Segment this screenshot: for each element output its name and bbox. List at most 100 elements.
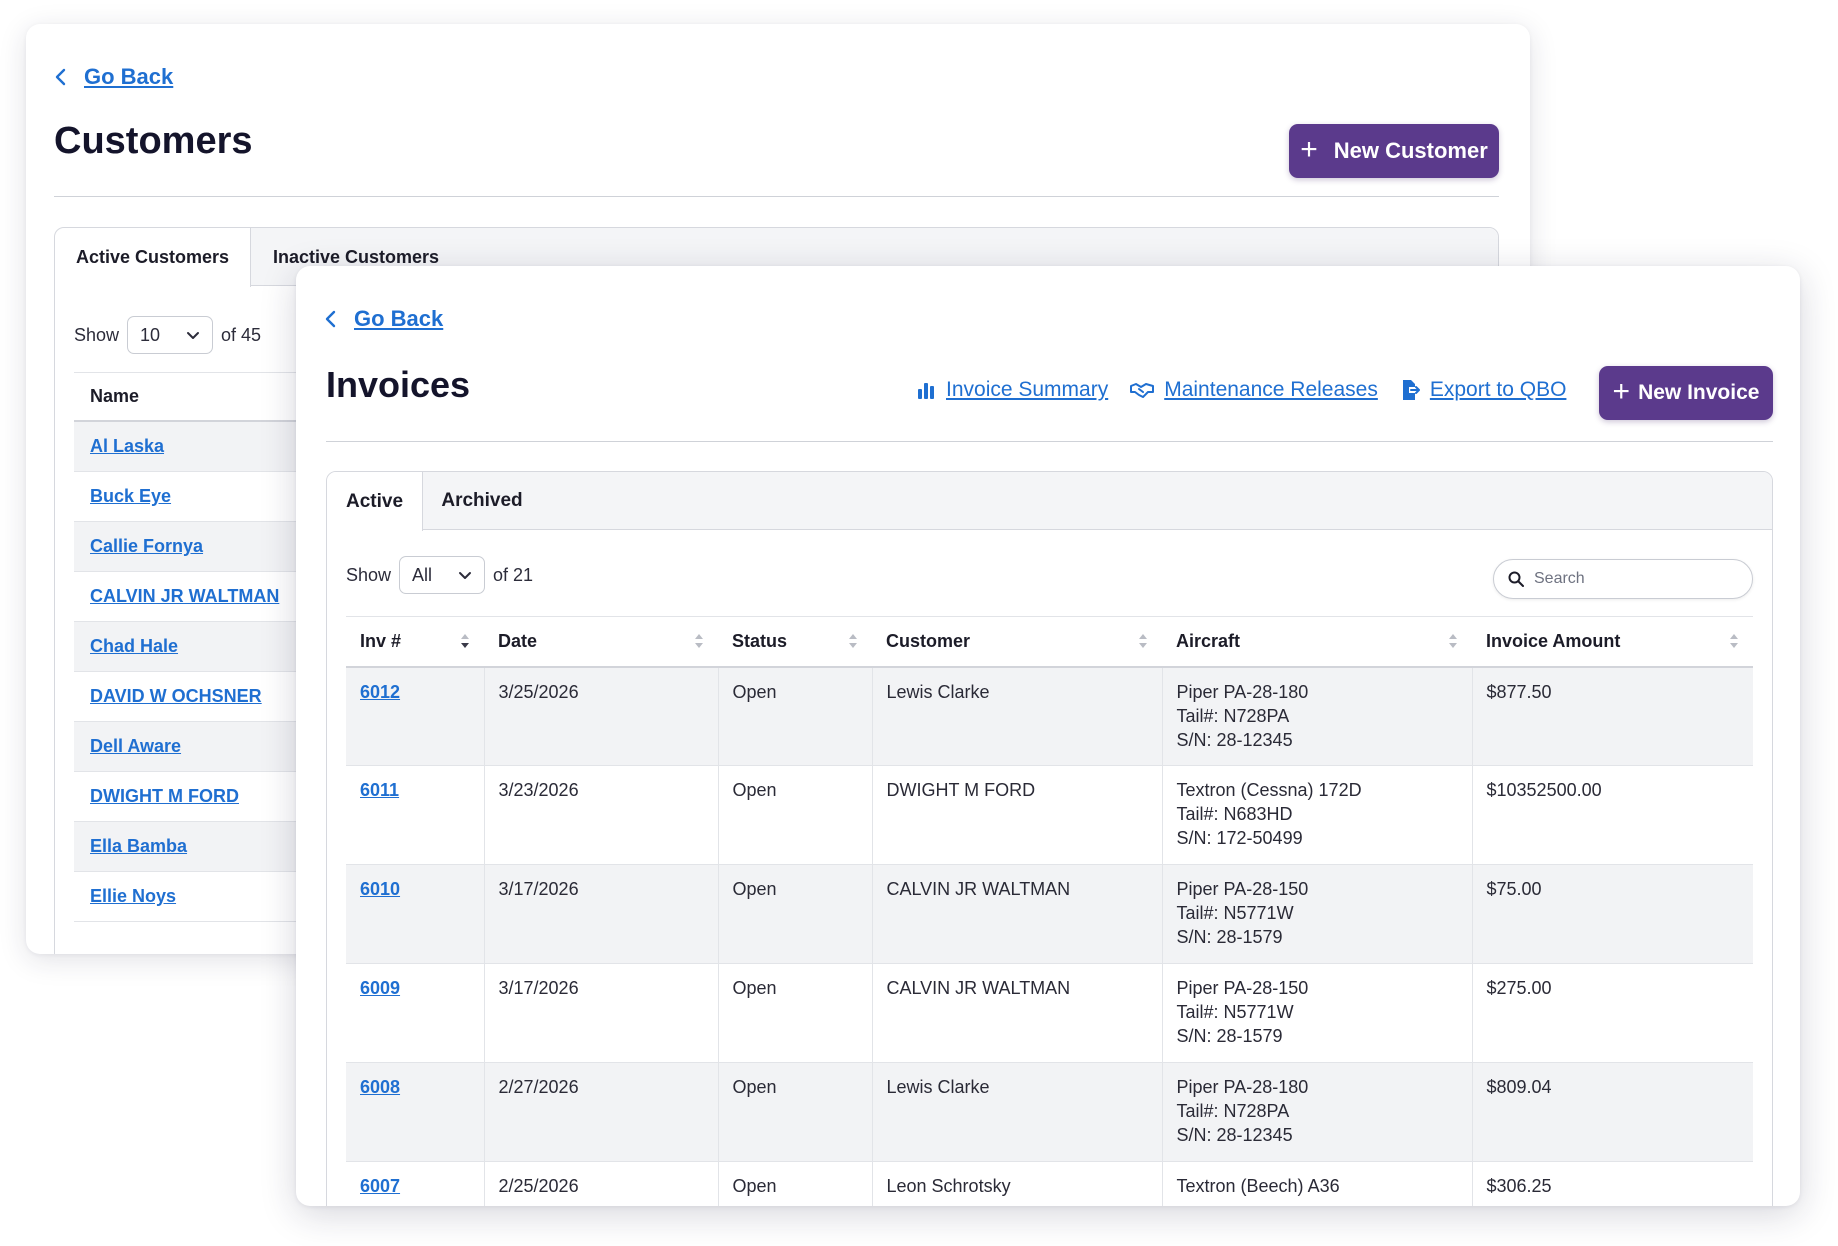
search-placeholder: Search [1534, 570, 1585, 587]
maintenance-releases-action[interactable]: Maintenance Releases [1130, 378, 1378, 402]
cell-date: 3/23/2026 [483, 765, 718, 865]
cell-customer: Lewis Clarke [871, 666, 1162, 766]
sort-icon[interactable] [1448, 632, 1458, 650]
invoice-summary-action[interactable]: Invoice Summary [916, 378, 1108, 402]
cell-status: Open [717, 963, 872, 1063]
plus-icon: + [1300, 132, 1318, 166]
new-invoice-button[interactable]: + New Invoice [1599, 366, 1773, 420]
aircraft-serial: S/N: 28-12345 [1176, 1125, 1293, 1145]
chevron-left-icon [325, 310, 336, 328]
cell-date: 3/25/2026 [483, 666, 718, 766]
cell-date: 2/25/2026 [483, 1161, 718, 1206]
aircraft-serial: S/N: 172-50499 [1176, 828, 1303, 848]
invoice-number-link[interactable]: 6011 [360, 780, 400, 800]
cell-amount: $809.04 [1471, 1062, 1753, 1162]
invoice-number-link[interactable]: 6009 [360, 978, 401, 998]
cell-aircraft: Piper PA-28-150 Tail#: N5771W S/N: 28-1579 [1161, 864, 1472, 964]
cell-inv: 6009 [346, 963, 484, 1063]
cell-status: Open [717, 1161, 872, 1206]
column-label: Status [732, 630, 788, 651]
tab-archived[interactable]: Archived [441, 490, 523, 511]
cell-date: 3/17/2026 [483, 963, 718, 1063]
invoices-card: Go Back Invoices Invoice Summary Mainten… [296, 266, 1800, 1206]
invoice-number-link[interactable]: 6007 [360, 1176, 401, 1196]
bar-chart-icon [918, 383, 934, 399]
customer-link[interactable]: Chad Hale [90, 636, 179, 656]
invoices-go-back[interactable]: Go Back [324, 306, 443, 332]
aircraft-model: Textron (Cessna) 172D [1176, 780, 1362, 800]
customer-link[interactable]: Dell Aware [90, 736, 182, 756]
invoice-number-link[interactable]: 6010 [360, 879, 401, 899]
tab-active-customers[interactable]: Active Customers [55, 228, 251, 287]
customers-go-back[interactable]: Go Back [54, 64, 173, 90]
invoice-number-link[interactable]: 6012 [360, 681, 401, 702]
new-customer-label: New Customer [1333, 138, 1488, 163]
aircraft-tail: Tail#: N728PA [1176, 1101, 1290, 1121]
aircraft-model: Textron (Beech) A36 [1176, 1176, 1340, 1196]
customer-link[interactable]: Al Laska [90, 436, 165, 456]
column-label: Inv # [360, 630, 402, 651]
sort-icon[interactable] [694, 632, 704, 650]
column-label: Date [498, 630, 538, 651]
new-customer-button[interactable]: + New Customer [1289, 124, 1499, 178]
page-size-value: All [412, 564, 433, 585]
customers-page-size: Show 10 of 45 [74, 316, 261, 354]
go-back-link[interactable]: Go Back [84, 64, 174, 89]
sort-icon[interactable] [1138, 632, 1148, 650]
column-header-date[interactable]: Date [484, 616, 718, 668]
cell-customer: DWIGHT M FORD [871, 765, 1162, 865]
cell-aircraft: Textron (Beech) A36 [1161, 1161, 1472, 1206]
search-input[interactable]: Search [1493, 559, 1753, 599]
page-title: Customers [54, 120, 253, 162]
cell-status: Open [717, 1062, 872, 1162]
divider [326, 441, 1773, 442]
sort-icon[interactable] [1729, 632, 1739, 650]
go-back-link[interactable]: Go Back [354, 306, 444, 331]
column-header-inv[interactable]: Inv # [346, 616, 484, 668]
page-size-select[interactable]: 10 [127, 316, 214, 354]
customer-link[interactable]: Callie Fornya [90, 536, 204, 556]
divider [54, 196, 1499, 197]
cell-customer: CALVIN JR WALTMAN [871, 963, 1162, 1063]
maintenance-releases-link[interactable]: Maintenance Releases [1164, 378, 1378, 401]
export-qbo-action[interactable]: Export to QBO [1400, 378, 1567, 402]
cell-date: 2/27/2026 [483, 1062, 718, 1162]
chevron-down-icon [187, 332, 200, 339]
cell-aircraft: Piper PA-28-180 Tail#: N728PA S/N: 28-1234… [1161, 666, 1472, 766]
tab-inactive-customers[interactable]: Inactive Customers [272, 246, 440, 267]
customer-link[interactable]: DAVID W OCHSNER [90, 686, 262, 706]
column-header-customer[interactable]: Customer [872, 616, 1162, 668]
aircraft-tail: Tail#: N5771W [1176, 903, 1294, 923]
cell-customer: Lewis Clarke [871, 1062, 1162, 1162]
customer-link[interactable]: DWIGHT M FORD [90, 786, 239, 806]
invoices-tabs: Active Archived [327, 472, 1772, 531]
cell-customer: CALVIN JR WALTMAN [871, 864, 1162, 964]
invoice-summary-link[interactable]: Invoice Summary [946, 378, 1109, 401]
invoices-page-size: Show All of 21 [346, 556, 533, 594]
invoice-number-link[interactable]: 6008 [360, 1077, 401, 1097]
sort-icon[interactable] [848, 632, 858, 650]
sort-icon[interactable] [460, 632, 470, 650]
aircraft-tail: Tail#: N683HD [1176, 804, 1293, 824]
page-size-select[interactable]: All [399, 556, 486, 594]
customer-link[interactable]: Buck Eye [90, 486, 172, 506]
column-header-status[interactable]: Status [718, 616, 872, 668]
column-header-amount[interactable]: Invoice Amount [1472, 616, 1753, 668]
aircraft-model: Piper PA-28-180 [1176, 681, 1309, 702]
table-row: 6009 3/17/2026 Open CALVIN JR WALTMAN Pi… [346, 963, 1753, 1063]
column-header-aircraft[interactable]: Aircraft [1162, 616, 1472, 668]
invoices-table-body: 6012 3/25/2026 Open Lewis Clarke Piper P… [346, 666, 1753, 1206]
customer-link[interactable]: Ella Bamba [90, 836, 188, 856]
aircraft-serial: S/N: 28-12345 [1176, 729, 1293, 750]
export-qbo-link[interactable]: Export to QBO [1429, 378, 1567, 401]
tab-active[interactable]: Active [327, 472, 423, 531]
aircraft-model: Piper PA-28-150 [1176, 978, 1309, 998]
cell-amount: $75.00 [1471, 864, 1753, 964]
customer-link[interactable]: Ellie Noys [90, 886, 177, 906]
header-row: Inv # Date Status Customer Aircraft Invo… [346, 616, 1753, 668]
cell-customer: Leon Schrotsky [871, 1161, 1162, 1206]
invoices-table-header: Inv # Date Status Customer Aircraft Invo… [346, 616, 1753, 668]
aircraft-tail: Tail#: N5771W [1176, 1002, 1294, 1022]
page-title: Invoices [326, 364, 471, 405]
customer-link[interactable]: CALVIN JR WALTMAN [90, 586, 280, 606]
